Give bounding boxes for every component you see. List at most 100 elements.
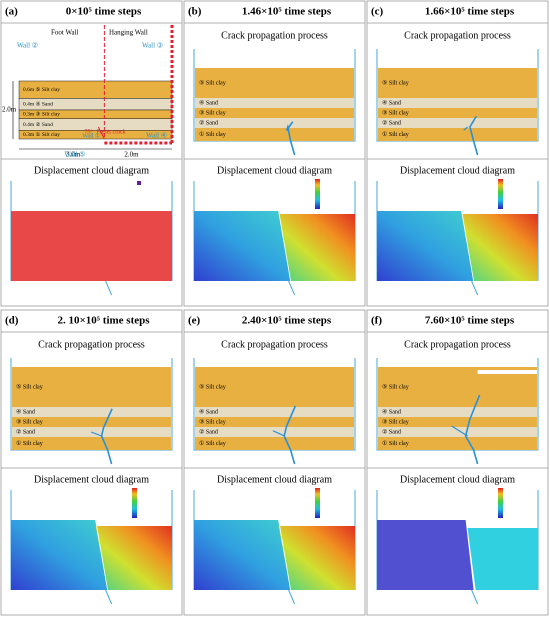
layer <box>18 130 173 140</box>
fault-line <box>288 589 296 605</box>
layer <box>378 128 537 141</box>
layer <box>378 427 537 437</box>
panel-border <box>0 309 183 616</box>
layer-label: ④ Sand <box>199 408 218 415</box>
panel: (e) 2.40×10⁵ time steps Crack propagation … <box>183 309 366 616</box>
layer <box>378 68 537 98</box>
crack <box>464 394 481 465</box>
panel-steps: 1.66×10⁵ time steps <box>425 6 515 18</box>
layer-label: ④ Sand <box>199 99 218 106</box>
label: Wall ① <box>82 132 100 139</box>
field <box>194 520 291 590</box>
layer <box>378 417 537 427</box>
layer <box>195 407 354 417</box>
layer-label: ① Silt clay <box>199 440 226 447</box>
fault-line <box>471 589 479 605</box>
field <box>278 214 355 281</box>
crack <box>97 126 105 140</box>
layer <box>378 407 537 417</box>
layer-label: 0.4m ④ Sand <box>23 100 53 107</box>
panel: (a) 0×10⁵ time steps Foot Wall Hanging Wall… <box>0 0 183 307</box>
bottom-title: Displacement cloud diagram <box>217 474 332 485</box>
layer <box>378 118 537 128</box>
fault-line <box>288 280 296 296</box>
layer-label: ① Silt clay <box>16 440 43 447</box>
fault-trace <box>278 210 291 282</box>
crack <box>463 126 468 131</box>
layer <box>195 68 354 98</box>
bottom-title: Displacement cloud diagram <box>400 165 515 176</box>
layer-label: 0.6m ⑤ Silt clay <box>23 86 60 93</box>
bottom-title: Displacement cloud diagram <box>400 474 515 485</box>
panel-label: (d) <box>5 315 19 327</box>
bottom-title: Displacement cloud diagram <box>34 474 149 485</box>
legend <box>315 488 320 518</box>
layer-label: ① Silt clay <box>199 131 226 138</box>
crack <box>468 115 479 156</box>
panel-steps: 0×10⁵ time steps <box>66 6 142 18</box>
panel-steps: 2. 10×10⁵ time steps <box>57 315 150 327</box>
panel-border <box>183 0 366 307</box>
panel: (c) 1.66×10⁵ time steps Crack propagation … <box>366 0 549 307</box>
label: Wall ② <box>17 42 38 50</box>
top-title: Crack propagation process <box>221 30 328 41</box>
layer-label: ⑤ Silt clay <box>199 79 226 86</box>
layer-label: ⑤ Silt clay <box>382 383 409 390</box>
panel-label: (c) <box>371 6 384 18</box>
label: Wall ③ <box>142 42 163 50</box>
panel-border <box>0 0 183 307</box>
layer <box>195 437 354 450</box>
layer <box>378 98 537 108</box>
field <box>278 526 355 590</box>
layer-label: ③ Silt clay <box>199 418 226 425</box>
field <box>11 520 108 590</box>
layer-label: ④ Sand <box>16 408 35 415</box>
label: Foot Wall <box>51 29 79 37</box>
panel-steps: 2.40×10⁵ time steps <box>242 315 332 327</box>
layer <box>195 417 354 427</box>
layer-label: ② Sand <box>382 119 401 126</box>
layer-label: ④ Sand <box>382 99 401 106</box>
fault-trace <box>278 519 291 591</box>
label: 75° <box>84 128 93 135</box>
layer-label: ③ Silt clay <box>16 418 43 425</box>
fault-trace <box>95 519 108 591</box>
label: Wall ④ <box>146 132 167 140</box>
panel-steps: 7.60×10⁵ time steps <box>425 315 515 327</box>
legend <box>498 488 503 518</box>
legend <box>132 488 137 518</box>
layer-label: ② Sand <box>382 428 401 435</box>
layer-label: ④ Sand <box>382 408 401 415</box>
layer-label: ① Silt clay <box>382 440 409 447</box>
layer-label: 0.4m ② Sand <box>23 121 53 128</box>
top-title: Crack propagation process <box>38 339 145 350</box>
layer <box>195 367 354 407</box>
panel-steps: 1.46×10⁵ time steps <box>242 6 332 18</box>
layer-label: ③ Silt clay <box>382 109 409 116</box>
layer-label: ③ Silt clay <box>382 418 409 425</box>
layer <box>195 98 354 108</box>
layer <box>195 108 354 118</box>
legend <box>315 179 320 209</box>
field <box>194 211 291 281</box>
panel: (f) 7.60×10⁵ time steps Crack propagation … <box>366 309 549 616</box>
panel-label: (a) <box>5 6 18 18</box>
layer-label: ③ Silt clay <box>199 109 226 116</box>
field <box>95 526 172 590</box>
layer-label: ② Sand <box>16 428 35 435</box>
layer <box>378 437 537 450</box>
panel: (b) 1.46×10⁵ time steps Crack propagation … <box>183 0 366 307</box>
bottom-title: Displacement cloud diagram <box>34 165 149 176</box>
panel-label: (f) <box>371 315 382 327</box>
fault-line <box>105 280 113 296</box>
layer-label: ② Sand <box>199 119 218 126</box>
layer <box>12 417 171 427</box>
crack <box>90 431 102 437</box>
field <box>377 211 474 281</box>
layer-label: ⑤ Silt clay <box>16 383 43 390</box>
layer-label: 0.3m ③ Silt clay <box>23 111 60 118</box>
panel-border <box>366 309 549 616</box>
crack <box>272 430 285 437</box>
fault-trace <box>461 210 474 282</box>
